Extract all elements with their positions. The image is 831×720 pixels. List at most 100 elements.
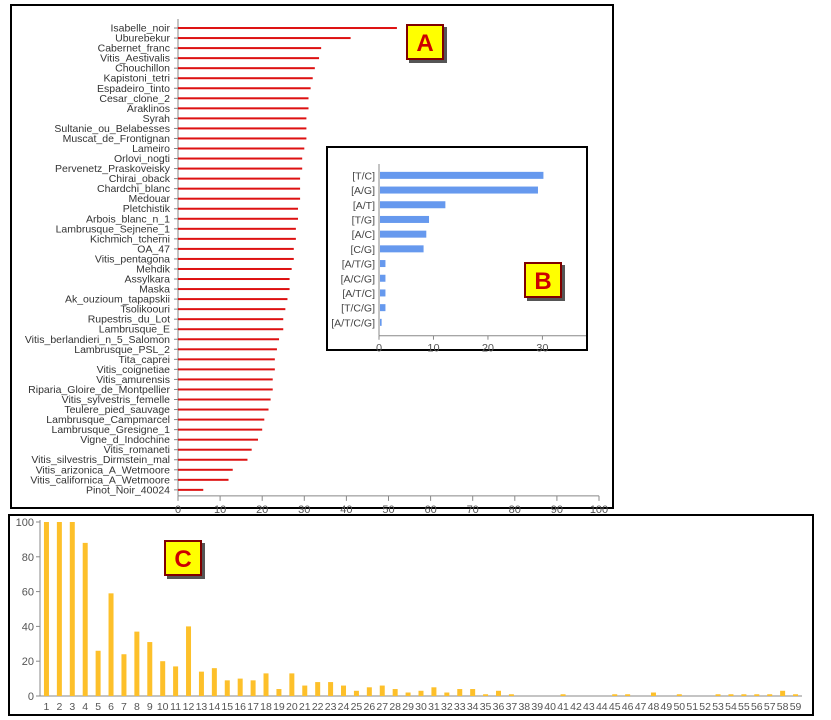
chart-c-bar bbox=[366, 687, 372, 696]
chart-b-bar bbox=[380, 245, 424, 253]
chart-a-category-label: Chardchi_blanc bbox=[97, 183, 170, 195]
chart-c-x-tick-label: 15 bbox=[221, 701, 233, 713]
chart-a-category-label: Kapistoni_tetri bbox=[103, 73, 170, 85]
chart-a-bar bbox=[178, 408, 269, 411]
chart-c-x-tick-label: 22 bbox=[312, 701, 324, 713]
chart-c-x-tick-label: 6 bbox=[108, 701, 114, 713]
chart-c-x-tick-label: 1 bbox=[44, 701, 50, 713]
chart-c-x-tick-label: 56 bbox=[751, 701, 763, 713]
chart-a-bar bbox=[178, 107, 309, 110]
chart-a-category-label: Teulere_pied_sauvage bbox=[64, 404, 170, 416]
chart-c-bar bbox=[315, 682, 321, 696]
chart-b-x-tick-label: 20 bbox=[482, 343, 494, 355]
chart-a-bar bbox=[178, 438, 258, 441]
chart-a-bar bbox=[178, 117, 307, 120]
chart-b-category-label: [A/T] bbox=[353, 200, 375, 212]
chart-a-bar bbox=[178, 288, 290, 291]
chart-c-x-tick-label: 26 bbox=[363, 701, 375, 713]
chart-a-category-label: Syrah bbox=[143, 113, 171, 125]
chart-a-bar bbox=[178, 37, 351, 40]
chart-b-bar bbox=[380, 260, 386, 268]
chart-c-bar bbox=[173, 666, 179, 696]
chart-a-x-tick-label: 0 bbox=[175, 504, 181, 516]
chart-c-y-tick-label: 20 bbox=[22, 656, 34, 668]
panel-c: 0 20 40 60 80 100 1 2 3 4 5 6 7 8 9 10 11 12 13 14 15 16 17 18 1… bbox=[8, 514, 814, 716]
chart-c-x-tick-label: 5 bbox=[95, 701, 101, 713]
chart-a-x-tick-label: 80 bbox=[509, 504, 521, 516]
chart-a-category-label: Orlovi_nogti bbox=[114, 153, 170, 165]
chart-c-x-tick-label: 30 bbox=[415, 701, 427, 713]
chart-c-x-tick-label: 57 bbox=[764, 701, 776, 713]
panel-c-label: C bbox=[164, 540, 202, 576]
chart-a-bar bbox=[178, 388, 273, 391]
chart-c-bar bbox=[224, 680, 230, 696]
chart-a-bar bbox=[178, 338, 280, 341]
chart-c-x-tick-label: 52 bbox=[699, 701, 711, 713]
chart-a-bar bbox=[178, 127, 307, 130]
chart-a-x-tick-label: 50 bbox=[382, 504, 394, 516]
chart-a-bar bbox=[178, 398, 271, 401]
chart-c-bar bbox=[392, 689, 398, 696]
chart-c-bar bbox=[754, 694, 760, 696]
panel-a-label: A bbox=[406, 24, 444, 60]
chart-c-x-tick-label: 20 bbox=[286, 701, 298, 713]
chart-c-y-tick-label: 0 bbox=[28, 691, 34, 703]
chart-a-x-tick-label: 70 bbox=[467, 504, 479, 516]
chart-a-bar bbox=[178, 137, 307, 140]
chart-a-category-label: Lambrusque_Campmarcel bbox=[46, 414, 170, 426]
chart-a-category-label: Uburebekur bbox=[115, 33, 170, 45]
chart-a-x-tick-label: 30 bbox=[298, 504, 310, 516]
chart-c-bar bbox=[211, 668, 217, 696]
chart-c-bar bbox=[43, 522, 49, 696]
chart-a-bar bbox=[178, 27, 397, 30]
panel-b-label: B bbox=[524, 262, 562, 298]
chart-a-bar bbox=[178, 247, 294, 250]
chart-c-bar bbox=[444, 692, 450, 696]
chart-c-x-tick-label: 8 bbox=[134, 701, 140, 713]
chart-a-category-label: Isabelle_noir bbox=[110, 23, 170, 35]
chart-b-category-label: [A/T/G] bbox=[342, 259, 375, 271]
chart-c-bar bbox=[341, 685, 347, 696]
chart-c-bar bbox=[625, 694, 631, 696]
chart-c-x-tick-label: 47 bbox=[635, 701, 647, 713]
chart-c-bar bbox=[612, 694, 618, 696]
chart-c-x-tick-label: 58 bbox=[777, 701, 789, 713]
chart-c-x-tick-label: 51 bbox=[686, 701, 698, 713]
chart-c-bar bbox=[250, 680, 256, 696]
chart-a-bar bbox=[178, 147, 305, 150]
chart-a-bar bbox=[178, 57, 320, 60]
chart-c-x-tick-label: 35 bbox=[480, 701, 492, 713]
chart-c-x-tick-label: 53 bbox=[712, 701, 724, 713]
chart-c-x-tick-label: 39 bbox=[531, 701, 543, 713]
chart-c-x-tick-label: 48 bbox=[648, 701, 660, 713]
chart-a-bar bbox=[178, 488, 204, 491]
chart-a-category-label: Chouchillon bbox=[115, 63, 170, 75]
chart-c-bar bbox=[793, 694, 799, 696]
chart-c-bar bbox=[650, 692, 656, 696]
chart-a-category-label: OA_47 bbox=[137, 243, 170, 255]
chart-a-category-label: Lambrusque_Gresigne_1 bbox=[52, 424, 171, 436]
chart-a-category-label: Lambrusque_E bbox=[99, 324, 170, 336]
chart-a-bar bbox=[178, 47, 322, 50]
chart-a-bar bbox=[178, 177, 301, 180]
chart-b-bar bbox=[380, 201, 446, 209]
chart-a-bar bbox=[178, 278, 290, 281]
chart-c-x-tick-label: 50 bbox=[673, 701, 685, 713]
chart-c-x-tick-label: 4 bbox=[82, 701, 88, 713]
chart-c-x-tick-label: 16 bbox=[234, 701, 246, 713]
chart-a-category-label: Cesar_clone_2 bbox=[99, 93, 170, 105]
chart-b-bar bbox=[380, 171, 544, 179]
chart-a-category-label: Vitis_sylvestris_femelle bbox=[62, 394, 171, 406]
chart-a-category-label: Espadeiro_tinto bbox=[97, 83, 170, 95]
chart-b-bar bbox=[380, 274, 386, 282]
chart-a-bar bbox=[178, 77, 313, 80]
chart-c-bar bbox=[198, 671, 204, 696]
chart-c-x-tick-label: 55 bbox=[738, 701, 750, 713]
chart-b-category-label: [A/T/C] bbox=[342, 288, 375, 300]
chart-b-x-tick-label: 30 bbox=[536, 343, 548, 355]
chart-a-bar bbox=[178, 67, 315, 70]
chart-c-x-tick-label: 13 bbox=[196, 701, 208, 713]
chart-b-bar bbox=[380, 289, 386, 297]
chart-c-bar bbox=[263, 673, 269, 696]
chart-a-category-label: Vitis_berlandieri_n_5_Salomon bbox=[25, 334, 170, 346]
